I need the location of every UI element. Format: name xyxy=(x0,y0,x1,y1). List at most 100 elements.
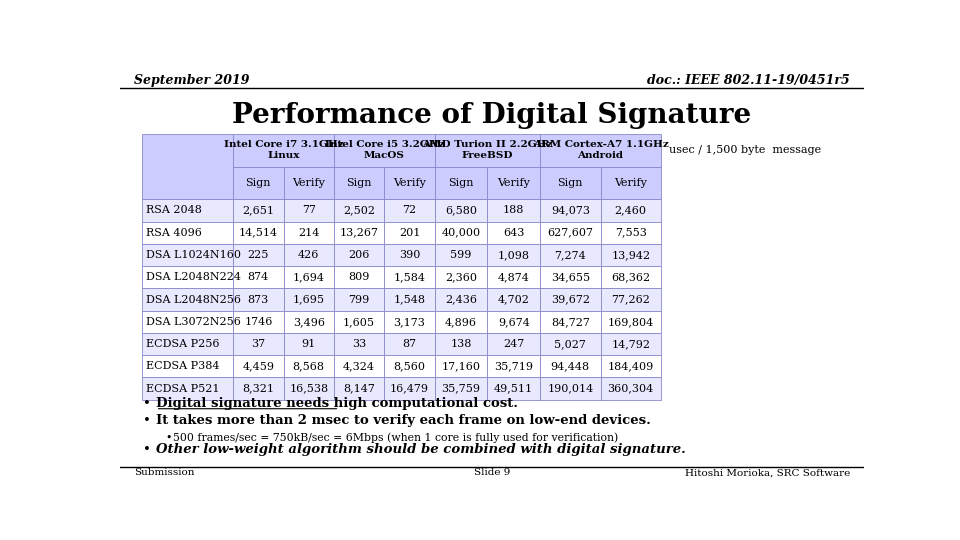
Text: 8,568: 8,568 xyxy=(293,361,324,372)
Text: 8,147: 8,147 xyxy=(343,383,375,394)
Bar xyxy=(283,333,334,355)
Bar xyxy=(142,221,233,244)
Text: 809: 809 xyxy=(348,272,370,282)
Text: 225: 225 xyxy=(248,250,269,260)
Text: 390: 390 xyxy=(398,250,420,260)
Text: 184,409: 184,409 xyxy=(608,361,654,372)
Bar xyxy=(435,266,488,288)
Text: Intel Core i5 3.2GHz
MacOS: Intel Core i5 3.2GHz MacOS xyxy=(324,140,444,160)
Bar xyxy=(334,355,384,377)
Bar xyxy=(334,333,384,355)
Bar xyxy=(601,266,660,288)
Bar xyxy=(334,199,384,221)
Text: 169,804: 169,804 xyxy=(608,317,654,327)
Bar xyxy=(435,377,488,400)
Bar xyxy=(283,244,334,266)
Text: Sign: Sign xyxy=(246,178,271,188)
Text: •: • xyxy=(165,433,171,442)
Bar xyxy=(540,199,601,221)
Bar xyxy=(334,244,384,266)
Text: DSA L2048N256: DSA L2048N256 xyxy=(146,294,241,305)
Text: Digital signature needs high computational cost.: Digital signature needs high computation… xyxy=(156,397,517,410)
Text: 35,759: 35,759 xyxy=(442,383,481,394)
Text: 3,496: 3,496 xyxy=(293,317,324,327)
Bar xyxy=(601,355,660,377)
Bar xyxy=(488,244,540,266)
Text: 14,792: 14,792 xyxy=(612,339,650,349)
Bar xyxy=(601,333,660,355)
Text: 34,655: 34,655 xyxy=(551,272,589,282)
Bar xyxy=(435,288,488,310)
Bar xyxy=(283,377,334,400)
Text: 4,896: 4,896 xyxy=(445,317,477,327)
Text: 8,321: 8,321 xyxy=(242,383,275,394)
Bar xyxy=(601,167,660,199)
Bar xyxy=(283,288,334,310)
Text: 4,324: 4,324 xyxy=(343,361,375,372)
Text: 4,702: 4,702 xyxy=(498,294,530,305)
Bar xyxy=(488,199,540,221)
Text: Sign: Sign xyxy=(347,178,372,188)
Text: 188: 188 xyxy=(503,205,524,215)
Bar xyxy=(540,266,601,288)
Bar xyxy=(233,333,283,355)
Bar xyxy=(435,355,488,377)
Bar xyxy=(488,310,540,333)
Bar xyxy=(488,221,540,244)
Bar xyxy=(233,167,283,199)
Bar xyxy=(283,355,334,377)
Text: usec / 1,500 byte  message: usec / 1,500 byte message xyxy=(669,145,821,156)
Text: 35,719: 35,719 xyxy=(494,361,533,372)
Text: 190,014: 190,014 xyxy=(547,383,593,394)
Bar xyxy=(334,310,384,333)
Text: 2,502: 2,502 xyxy=(343,205,375,215)
Bar xyxy=(334,377,384,400)
Text: 7,553: 7,553 xyxy=(614,228,647,238)
Bar xyxy=(334,288,384,310)
Text: ECDSA P256: ECDSA P256 xyxy=(146,339,219,349)
Bar xyxy=(540,310,601,333)
Bar xyxy=(435,244,488,266)
Text: ECDSA P521: ECDSA P521 xyxy=(146,383,219,394)
Bar xyxy=(334,167,384,199)
Text: 40,000: 40,000 xyxy=(442,228,481,238)
Bar xyxy=(283,310,334,333)
Text: ARM Cortex-A7 1.1GHz
Android: ARM Cortex-A7 1.1GHz Android xyxy=(533,140,668,160)
Text: 17,160: 17,160 xyxy=(442,361,481,372)
Text: 1,584: 1,584 xyxy=(394,272,425,282)
Bar xyxy=(601,310,660,333)
Bar xyxy=(233,377,283,400)
Bar xyxy=(142,333,233,355)
Bar xyxy=(540,244,601,266)
Bar xyxy=(283,221,334,244)
Bar xyxy=(142,288,233,310)
Bar xyxy=(233,221,283,244)
Bar xyxy=(334,266,384,288)
Bar xyxy=(488,266,540,288)
Text: 206: 206 xyxy=(348,250,370,260)
Text: Verify: Verify xyxy=(497,178,530,188)
Text: 14,514: 14,514 xyxy=(239,228,277,238)
Text: DSA L1024N160: DSA L1024N160 xyxy=(146,250,241,260)
Bar xyxy=(142,377,233,400)
Text: 13,942: 13,942 xyxy=(612,250,650,260)
Bar xyxy=(384,199,435,221)
Text: 68,362: 68,362 xyxy=(612,272,650,282)
Text: 1,694: 1,694 xyxy=(293,272,324,282)
Text: 33: 33 xyxy=(352,339,366,349)
Bar xyxy=(283,266,334,288)
Bar xyxy=(488,377,540,400)
Bar xyxy=(384,221,435,244)
Text: 2,360: 2,360 xyxy=(445,272,477,282)
Text: 94,448: 94,448 xyxy=(551,361,589,372)
Text: Sign: Sign xyxy=(558,178,583,188)
Text: 4,459: 4,459 xyxy=(242,361,275,372)
Text: •: • xyxy=(143,414,151,427)
Text: 643: 643 xyxy=(503,228,524,238)
Text: Other low-weight algorithm should be combined with digital signature.: Other low-weight algorithm should be com… xyxy=(156,443,685,456)
Bar xyxy=(601,199,660,221)
Bar xyxy=(233,310,283,333)
Bar xyxy=(601,221,660,244)
Bar xyxy=(384,266,435,288)
Bar xyxy=(435,221,488,244)
